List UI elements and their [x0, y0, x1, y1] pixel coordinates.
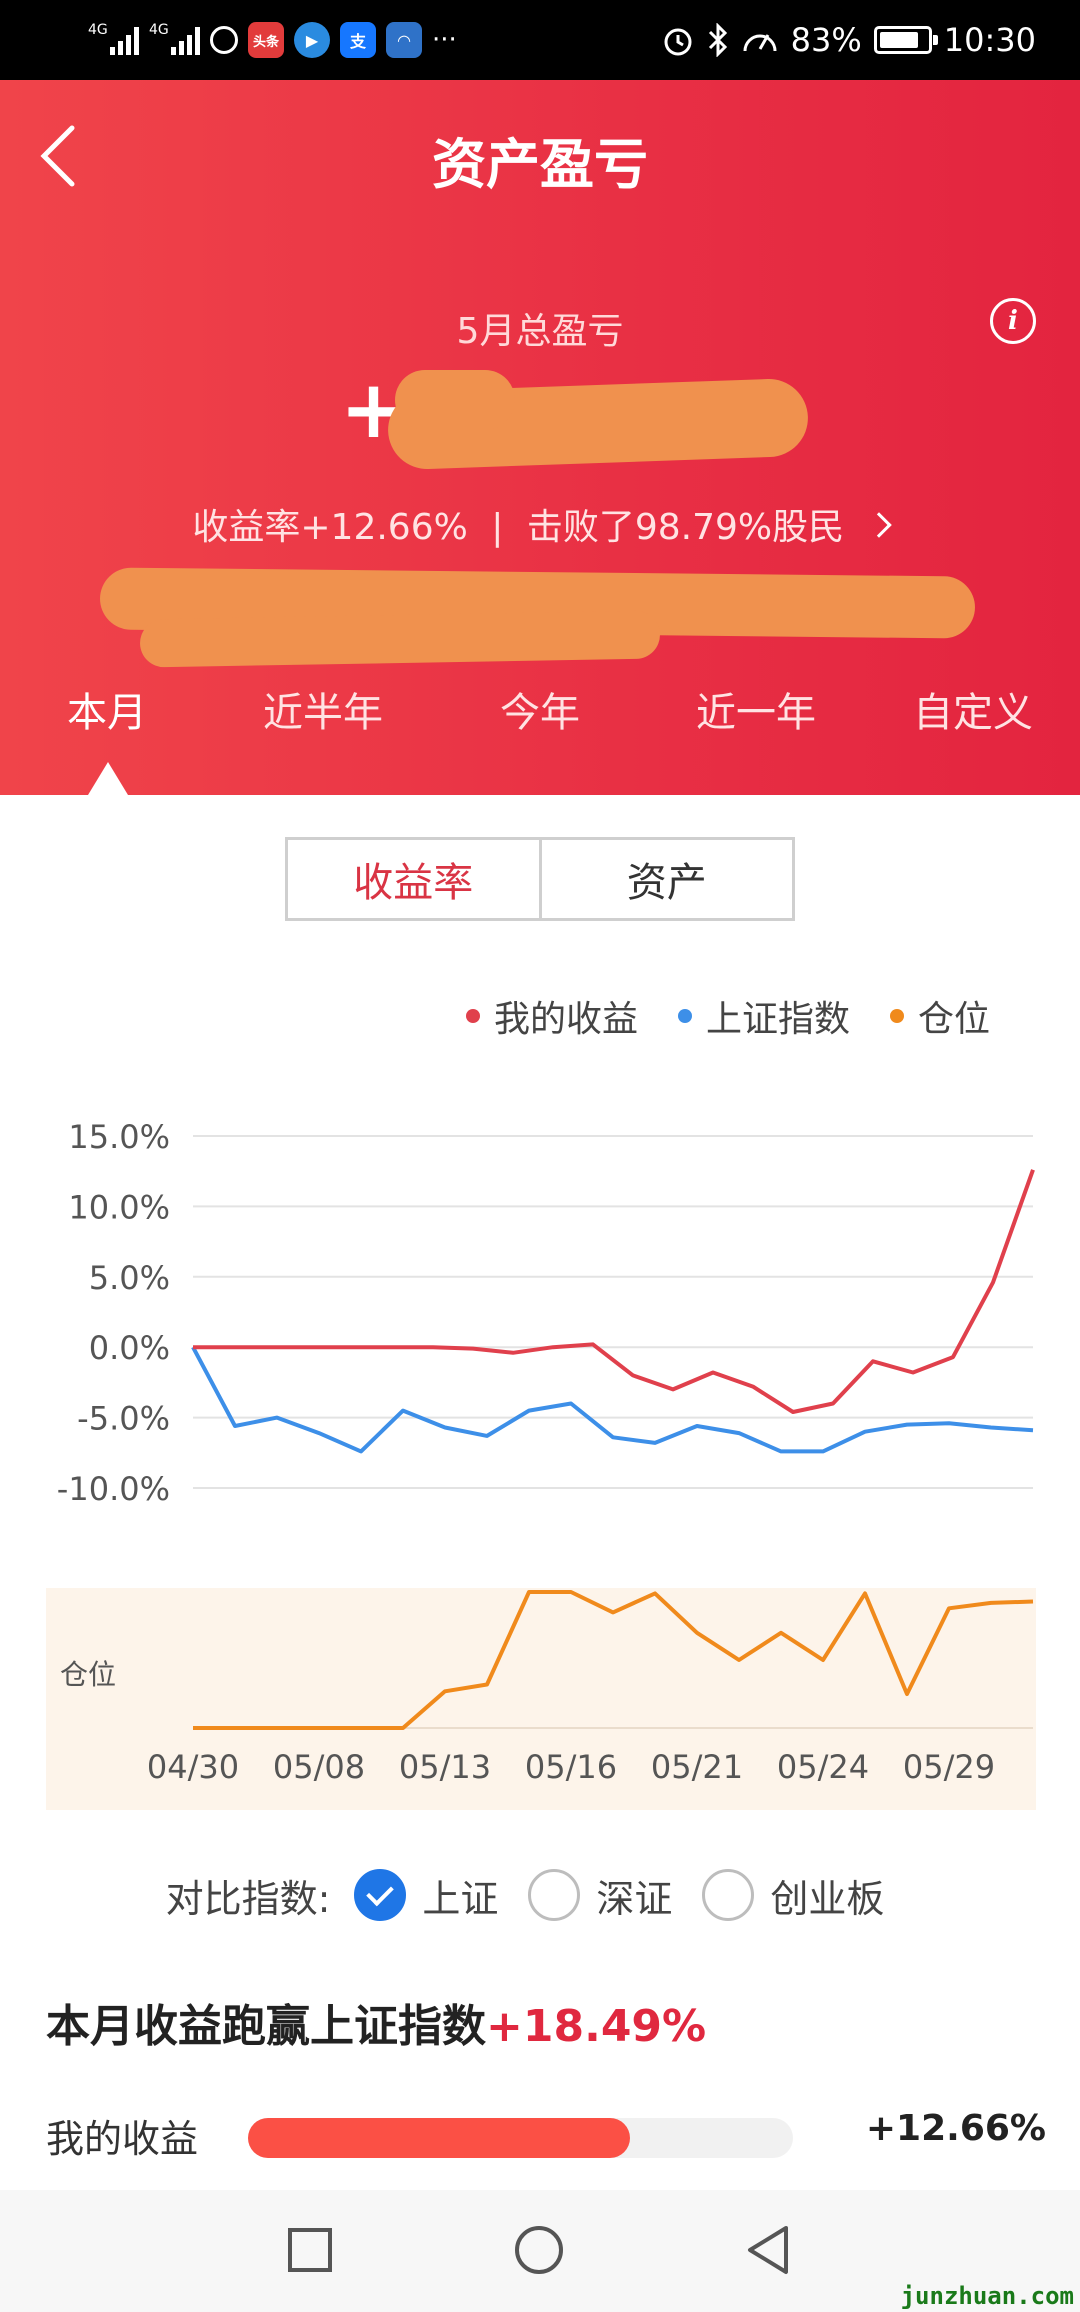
legend-dot-position: [889, 1009, 904, 1023]
position-band: [46, 1588, 1036, 1810]
tab-custom[interactable]: 自定义: [913, 690, 1033, 736]
y-tick-label: -5.0%: [77, 1400, 170, 1438]
y-tick-label: 0.0%: [89, 1329, 170, 1367]
legend-sse-index: 上证指数: [677, 990, 850, 1042]
sse-index-line: [191, 1346, 1034, 1454]
beat-index-text: 本月收益跑赢上证指数: [46, 2001, 486, 2052]
x-tick-label: 05/29: [903, 1748, 995, 1786]
compare-option-szse-label: 深证: [596, 1876, 673, 1921]
watermark: junzhuan.com: [900, 2282, 1074, 2310]
legend-dot-sse-index: [677, 1009, 692, 1023]
my-return-value: +12.66%: [865, 2108, 1046, 2149]
legend-label-position: 仓位: [917, 999, 990, 1040]
back-nav-icon[interactable]: [744, 2224, 792, 2276]
battery-percent: 83%: [790, 21, 862, 59]
clock: 10:30: [943, 21, 1036, 59]
tab-half-year[interactable]: 近半年: [263, 690, 383, 736]
summary-line[interactable]: 收益率+12.66% | 击败了98.79%股民: [0, 498, 1080, 550]
bluetooth-icon: [708, 23, 727, 57]
recents-icon[interactable]: [288, 2228, 332, 2272]
beat-percentage: 击败了98.79%股民: [526, 507, 845, 548]
video-app-icon: ▶: [294, 22, 330, 58]
browser-app-icon: ◠: [386, 22, 422, 58]
tab-this-month[interactable]: 本月: [67, 690, 147, 736]
x-tick-label: 05/24: [777, 1748, 869, 1786]
signal-label: 4G: [88, 22, 108, 38]
signal-label-2: 4G: [149, 22, 169, 38]
compare-index: 对比指数: 上证 深证 创业板: [0, 1860, 1080, 1930]
legend-dot-my-return: [465, 1009, 480, 1023]
back-icon[interactable]: [30, 116, 90, 196]
beat-index-summary: 本月收益跑赢上证指数+18.49%: [46, 1990, 706, 2054]
more-notifications-icon: ···: [432, 25, 457, 55]
return-chart[interactable]: 15.0% 10.0% 5.0% 0.0% -5.0% -10.0% 04/30 05/08…: [0, 1080, 1080, 1820]
y-tick-label: 15.0%: [68, 1118, 170, 1156]
x-tick-label: 05/16: [525, 1748, 617, 1786]
compare-option-chinext[interactable]: 创业板: [702, 1868, 884, 1923]
my-return-label: 我的收益: [46, 2117, 199, 2161]
x-tick-label: 05/08: [273, 1748, 365, 1786]
y-tick-label: -10.0%: [57, 1470, 170, 1508]
x-tick-label: 04/30: [147, 1748, 239, 1786]
toggle-assets[interactable]: 资产: [538, 840, 793, 918]
tab-one-year[interactable]: 近一年: [696, 690, 816, 736]
summary-separator: |: [491, 507, 504, 548]
app-notification-icon: [210, 26, 238, 54]
my-return-line: [193, 1169, 1035, 1414]
metric-toggle: 收益率 资产: [285, 837, 795, 921]
y-tick-label: 5.0%: [89, 1259, 170, 1297]
system-nav-bar: junzhuan.com: [0, 2190, 1080, 2312]
tab-this-year[interactable]: 今年: [500, 690, 580, 736]
signal-icon-2: 4G: [149, 22, 200, 55]
info-icon[interactable]: i: [990, 298, 1036, 344]
status-left: 4G 4G 头条 ▶ 支 ◠ ···: [88, 18, 457, 62]
active-tab-pointer: [88, 762, 128, 795]
x-tick-label: 05/13: [399, 1748, 491, 1786]
legend-label-my-return: 我的收益: [493, 999, 638, 1040]
compare-option-sse[interactable]: 上证: [354, 1868, 498, 1923]
radio-checked-icon[interactable]: [354, 1869, 407, 1921]
redacted-detail-line-2: [139, 610, 661, 668]
alarm-icon: [664, 28, 692, 56]
legend-position: 仓位: [889, 990, 990, 1042]
header: 资产盈亏 5月总盈亏 i + 收益率+12.66% | 击败了98.79%股民 …: [0, 80, 1080, 795]
speedometer-icon: [743, 34, 777, 52]
alipay-app-icon: 支: [340, 22, 376, 58]
status-bar: 4G 4G 头条 ▶ 支 ◠ ··· 83% 10:30: [0, 0, 1080, 80]
chart-legend: 我的收益 上证指数 仓位: [465, 990, 990, 1042]
compare-label: 对比指数:: [165, 1876, 331, 1921]
signal-icon: 4G: [88, 22, 139, 55]
toutiao-app-icon: 头条: [248, 22, 284, 58]
page-title: 资产盈亏: [432, 133, 648, 196]
y-tick-label: 10.0%: [68, 1188, 170, 1226]
month-total-label: 5月总盈亏: [456, 311, 624, 352]
toggle-return-rate[interactable]: 收益率: [353, 860, 474, 906]
x-tick-label: 05/21: [651, 1748, 743, 1786]
my-return-bar-fill: [248, 2118, 630, 2158]
my-return-bar-track: [248, 2118, 793, 2158]
compare-option-sse-label: 上证: [422, 1876, 499, 1921]
return-rate: 收益率+12.66%: [192, 507, 468, 548]
position-axis-label: 仓位: [60, 1658, 116, 1691]
legend-my-return: 我的收益: [465, 990, 638, 1042]
home-icon[interactable]: [515, 2226, 563, 2274]
period-tabs: 本月 近半年 今年 近一年 自定义: [0, 680, 1080, 760]
beat-index-value: +18.49%: [486, 2001, 707, 2052]
my-return-row: 我的收益 +12.66%: [46, 2108, 1046, 2168]
redacted-amount-part: [395, 370, 515, 430]
position-line: [193, 1590, 1034, 1730]
battery-fill: [879, 32, 918, 48]
legend-label-sse-index: 上证指数: [705, 999, 850, 1040]
status-right: 83% 10:30: [661, 18, 1036, 62]
radio-unchecked-icon[interactable]: [702, 1869, 755, 1921]
battery-icon: [873, 26, 938, 54]
compare-option-chinext-label: 创业板: [770, 1876, 885, 1921]
radio-unchecked-icon[interactable]: [528, 1869, 581, 1921]
compare-option-szse[interactable]: 深证: [528, 1868, 672, 1923]
chevron-right-icon: [865, 512, 892, 538]
